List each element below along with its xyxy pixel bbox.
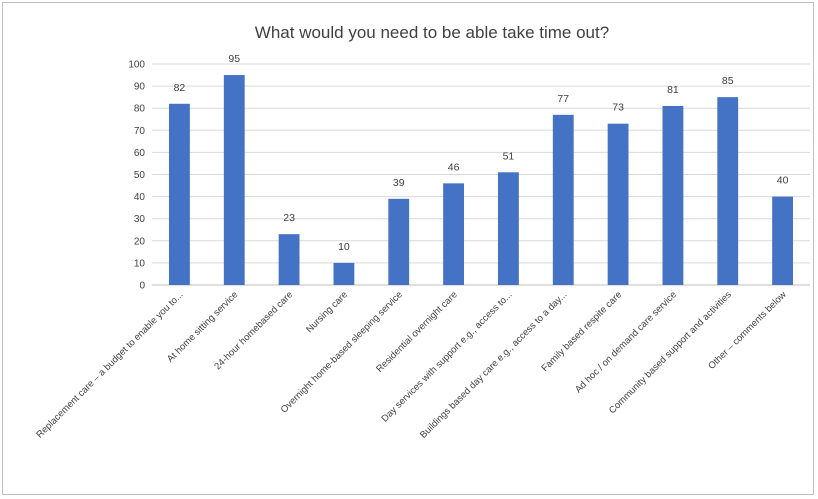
data-label: 81 bbox=[667, 84, 679, 96]
bar bbox=[443, 183, 465, 285]
x-tick-label: Overnight home-based sleeping service bbox=[279, 289, 405, 415]
data-label: 82 bbox=[174, 82, 186, 94]
x-tick-label: Community based support and activities bbox=[607, 289, 734, 416]
y-tick-label: 100 bbox=[128, 60, 145, 71]
data-label: 73 bbox=[612, 102, 624, 114]
y-tick-label: 40 bbox=[134, 192, 146, 203]
bar bbox=[497, 172, 519, 285]
data-label: 40 bbox=[777, 175, 789, 187]
data-label: 10 bbox=[338, 241, 350, 253]
y-tick-label: 60 bbox=[134, 148, 146, 159]
bar bbox=[662, 105, 684, 286]
data-label: 95 bbox=[228, 53, 240, 65]
chart-title: What would you need to be able take time… bbox=[255, 23, 609, 42]
bar bbox=[388, 198, 410, 285]
y-tick-label: 80 bbox=[134, 104, 146, 115]
y-axis: 0 10 20 30 40 50 60 70 80 90 100 bbox=[128, 60, 145, 292]
gridlines bbox=[152, 63, 810, 286]
data-labels: 82 95 23 10 39 46 51 77 73 81 85 40 bbox=[174, 53, 789, 253]
bar bbox=[717, 97, 739, 286]
y-tick-label: 90 bbox=[134, 82, 146, 93]
x-axis: Replacement care – a budget to enable yo… bbox=[34, 289, 788, 441]
y-tick-label: 70 bbox=[134, 126, 146, 137]
data-label: 39 bbox=[393, 177, 405, 189]
data-label: 23 bbox=[283, 212, 295, 224]
data-label: 46 bbox=[448, 161, 460, 173]
data-label: 85 bbox=[722, 75, 734, 87]
y-tick-label: 30 bbox=[134, 214, 146, 225]
bar bbox=[278, 234, 300, 285]
y-tick-label: 0 bbox=[139, 281, 145, 292]
y-tick-label: 50 bbox=[134, 170, 146, 181]
x-tick-label: Ad hoc / on demand care service bbox=[573, 289, 679, 395]
y-tick-label: 20 bbox=[134, 236, 146, 247]
data-label: 51 bbox=[503, 150, 515, 162]
bars bbox=[168, 75, 794, 286]
x-tick-label: Nursing care bbox=[304, 289, 350, 335]
bar bbox=[223, 75, 245, 285]
x-tick-label: Replacement care – a budget to enable yo… bbox=[34, 289, 185, 440]
bar bbox=[607, 123, 629, 285]
bar bbox=[333, 262, 355, 285]
bar bbox=[168, 103, 190, 285]
bar bbox=[772, 196, 794, 285]
bar bbox=[552, 114, 574, 285]
data-label: 77 bbox=[557, 93, 569, 105]
y-tick-label: 10 bbox=[134, 258, 146, 269]
